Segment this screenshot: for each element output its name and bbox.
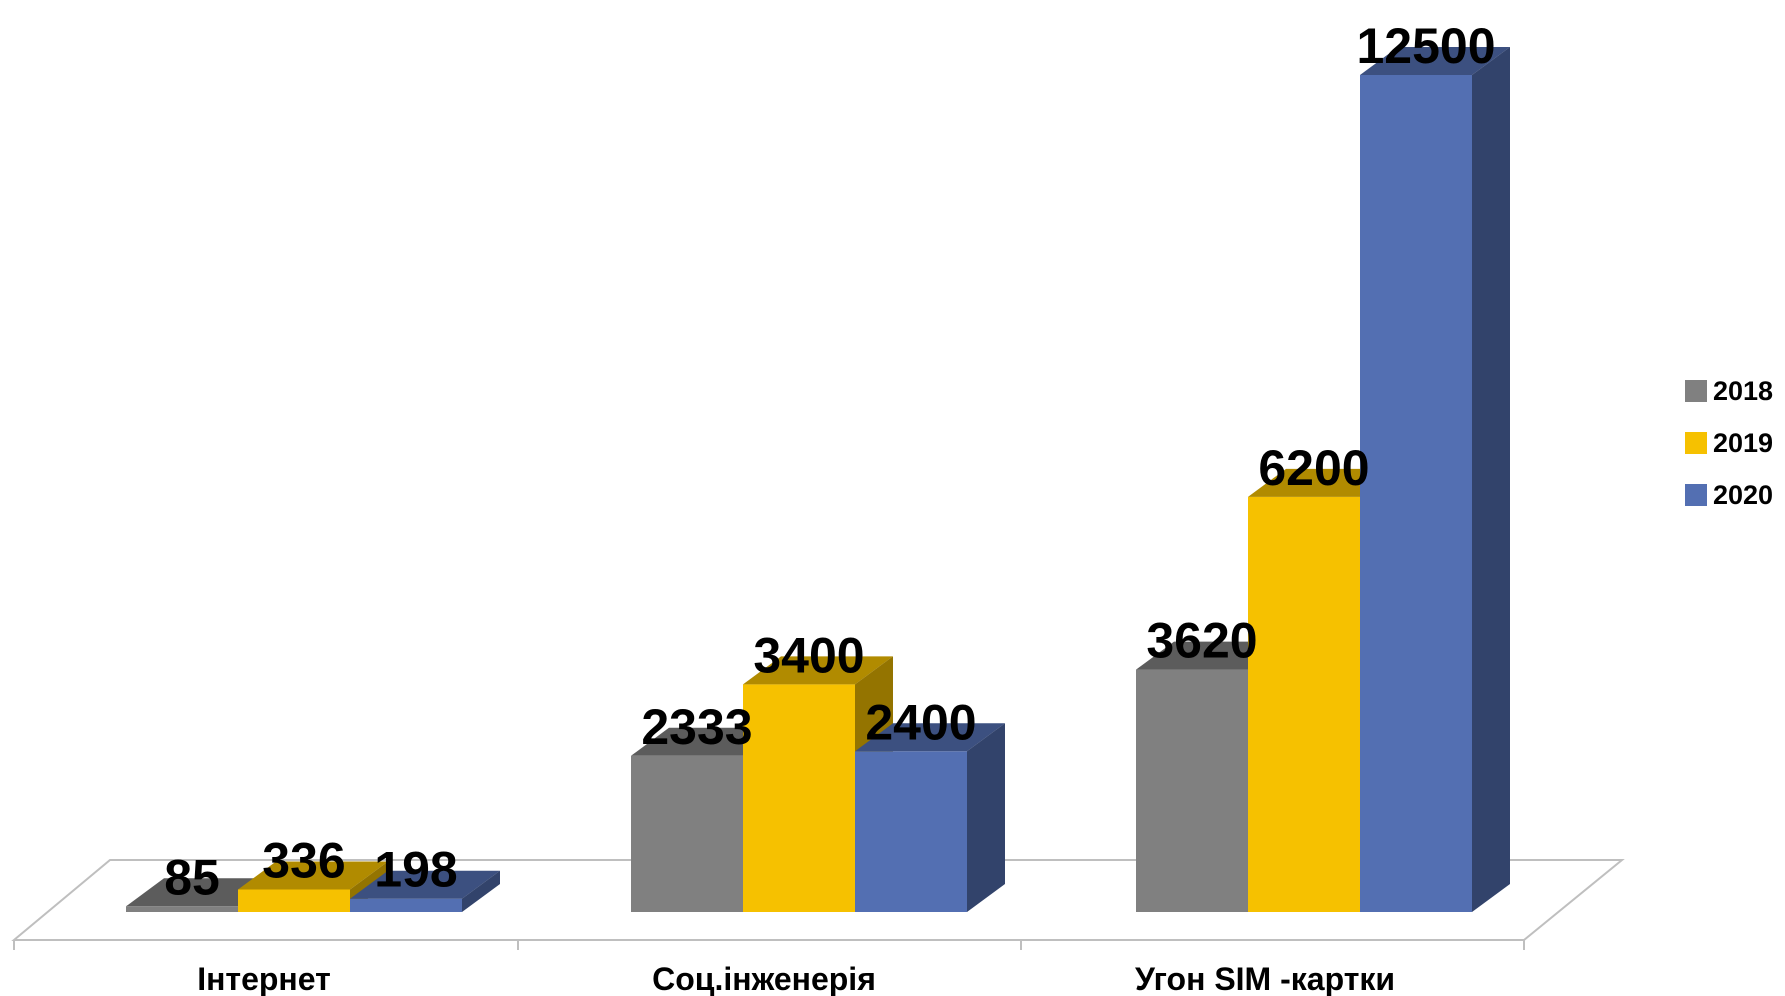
bar-2020-2 bbox=[1360, 47, 1510, 912]
bar-front bbox=[1248, 496, 1360, 912]
legend-item-2018: 2018 bbox=[1685, 376, 1773, 406]
bar-side bbox=[967, 723, 1005, 912]
bar-top bbox=[238, 861, 388, 890]
category-axis: Інтернет Соц.інженерія Угон SIM -картки bbox=[13, 939, 1525, 996]
bar-side bbox=[1472, 47, 1510, 912]
legend-item-2019: 2019 bbox=[1685, 428, 1773, 458]
legend-swatch bbox=[1685, 432, 1707, 454]
bar-side bbox=[462, 870, 500, 912]
bar-front bbox=[1136, 669, 1248, 912]
data-label: 198 bbox=[374, 842, 457, 898]
legend-label: 2018 bbox=[1713, 376, 1773, 406]
x-tick-label: Інтернет bbox=[197, 961, 331, 996]
legend-label: 2020 bbox=[1713, 480, 1773, 510]
bar-top bbox=[743, 656, 893, 685]
bar-front bbox=[1360, 75, 1472, 912]
legend-item-2020: 2020 bbox=[1685, 480, 1773, 510]
bar-front bbox=[743, 684, 855, 912]
legend-label: 2019 bbox=[1713, 428, 1773, 458]
data-label: 3400 bbox=[753, 627, 864, 683]
bar-top bbox=[350, 870, 500, 899]
x-tick-label: Угон SIM -картки bbox=[1135, 961, 1395, 996]
x-tick-label: Соц.інженерія bbox=[652, 961, 876, 996]
data-label: 6200 bbox=[1258, 440, 1369, 496]
bar-2020-0 bbox=[350, 870, 500, 912]
data-label: 2333 bbox=[641, 699, 752, 755]
data-label: 12500 bbox=[1356, 18, 1495, 74]
legend: 2018 2019 2020 bbox=[1685, 376, 1773, 510]
bar-front bbox=[238, 889, 350, 912]
bar-front bbox=[631, 755, 743, 912]
bar-top bbox=[1360, 47, 1510, 75]
bar-front bbox=[126, 906, 238, 912]
bar-2020-1 bbox=[855, 723, 1005, 912]
bar-front bbox=[855, 751, 967, 912]
data-label: 85 bbox=[164, 849, 220, 905]
bar-front bbox=[350, 898, 462, 912]
data-label: 336 bbox=[262, 833, 345, 889]
legend-swatch bbox=[1685, 484, 1707, 506]
bar-top bbox=[855, 723, 1005, 752]
data-label: 3620 bbox=[1146, 613, 1257, 669]
legend-swatch bbox=[1685, 380, 1707, 402]
bars bbox=[126, 47, 1510, 912]
data-label: 2400 bbox=[865, 694, 976, 750]
